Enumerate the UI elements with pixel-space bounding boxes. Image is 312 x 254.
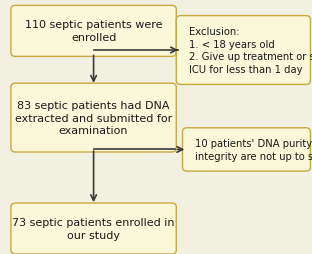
Text: 110 septic patients were
enrolled: 110 septic patients were enrolled — [25, 20, 162, 43]
Text: Exclusion:
1. < 18 years old
2. Give up treatment or stay in
ICU for less than 1: Exclusion: 1. < 18 years old 2. Give up … — [189, 27, 312, 75]
Text: 83 septic patients had DNA
extracted and submitted for
examination: 83 septic patients had DNA extracted and… — [15, 100, 172, 136]
FancyBboxPatch shape — [176, 17, 310, 85]
FancyBboxPatch shape — [183, 128, 310, 171]
Text: 73 septic patients enrolled in
our study: 73 septic patients enrolled in our study — [12, 217, 175, 240]
Text: 10 patients' DNA purity and
integrity are not up to standard: 10 patients' DNA purity and integrity ar… — [195, 138, 312, 161]
FancyBboxPatch shape — [11, 6, 176, 57]
FancyBboxPatch shape — [11, 203, 176, 254]
FancyBboxPatch shape — [11, 84, 176, 152]
